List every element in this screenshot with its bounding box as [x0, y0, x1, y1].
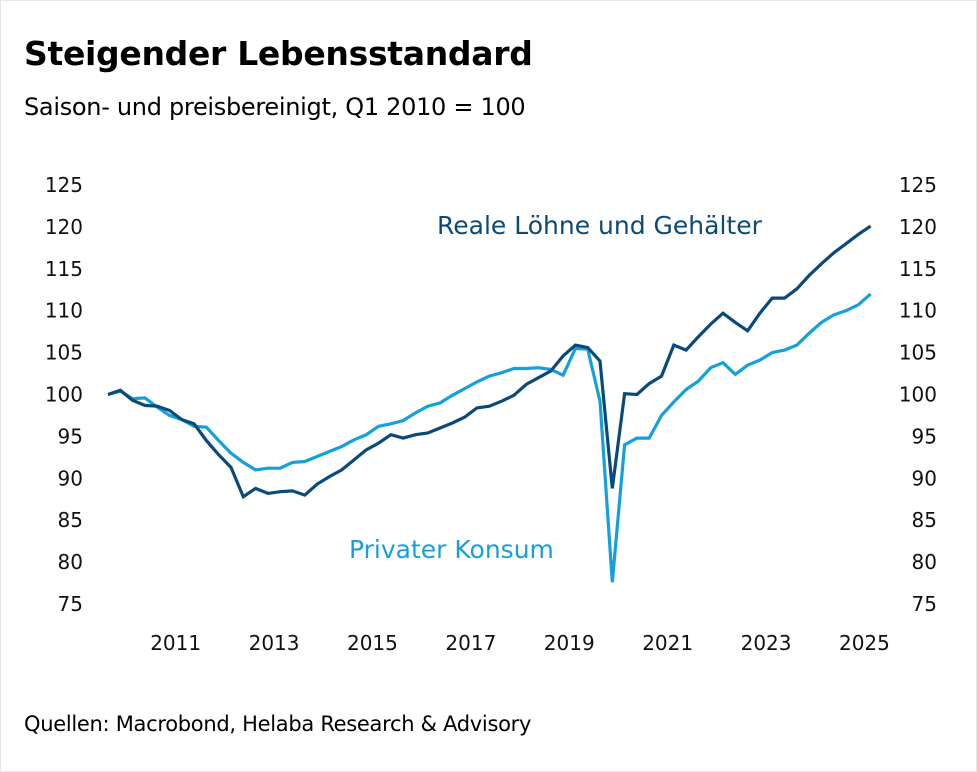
chart-title: Steigender Lebensstandard	[24, 34, 533, 73]
x-tick-label: 2011	[150, 631, 201, 655]
y-tick-right: 95	[912, 424, 937, 448]
series-line-consumption	[107, 292, 872, 583]
x-tick-label: 2023	[741, 631, 792, 655]
y-tick-right: 80	[912, 550, 937, 574]
x-tick-label: 2019	[544, 631, 595, 655]
y-tick-left: 95	[58, 424, 83, 448]
y-tick-left: 80	[58, 550, 83, 574]
y-tick-right: 90	[912, 466, 937, 490]
y-axis-right: 125 120 115 110 105 100 95 90 85 80 75	[899, 173, 937, 616]
y-tick-left: 110	[45, 299, 83, 323]
series-label-consumption: Privater Konsum	[349, 535, 554, 564]
y-tick-right: 125	[899, 173, 937, 197]
x-axis: 2011 2013 2015 2017 2019 2021 2023 2025	[150, 631, 890, 655]
series-lines	[107, 224, 872, 583]
y-tick-right: 115	[899, 257, 937, 281]
y-tick-right: 105	[899, 341, 937, 365]
y-tick-left: 90	[58, 466, 83, 490]
y-tick-left: 105	[45, 341, 83, 365]
y-tick-left: 100	[45, 383, 83, 407]
source-note: Quellen: Macrobond, Helaba Research & Ad…	[24, 712, 532, 736]
y-tick-right: 75	[912, 592, 937, 616]
series-label-wages: Reale Löhne und Gehälter	[437, 211, 763, 240]
x-tick-label: 2015	[347, 631, 398, 655]
y-tick-right: 85	[912, 508, 937, 532]
chart-subtitle: Saison- und preisbereinigt, Q1 2010 = 10…	[24, 93, 526, 121]
y-tick-left: 75	[58, 592, 83, 616]
y-tick-right: 120	[899, 215, 937, 239]
y-tick-left: 125	[45, 173, 83, 197]
x-tick-label: 2013	[249, 631, 300, 655]
y-tick-right: 110	[899, 299, 937, 323]
x-tick-label: 2017	[445, 631, 496, 655]
x-tick-label: 2025	[839, 631, 890, 655]
y-tick-left: 120	[45, 215, 83, 239]
y-tick-left: 115	[45, 257, 83, 281]
y-tick-left: 85	[58, 508, 83, 532]
y-tick-right: 100	[899, 383, 937, 407]
series-line-wages	[107, 224, 872, 500]
y-axis-left: 125 120 115 110 105 100 95 90 85 80 75	[45, 173, 83, 616]
x-tick-label: 2021	[642, 631, 693, 655]
